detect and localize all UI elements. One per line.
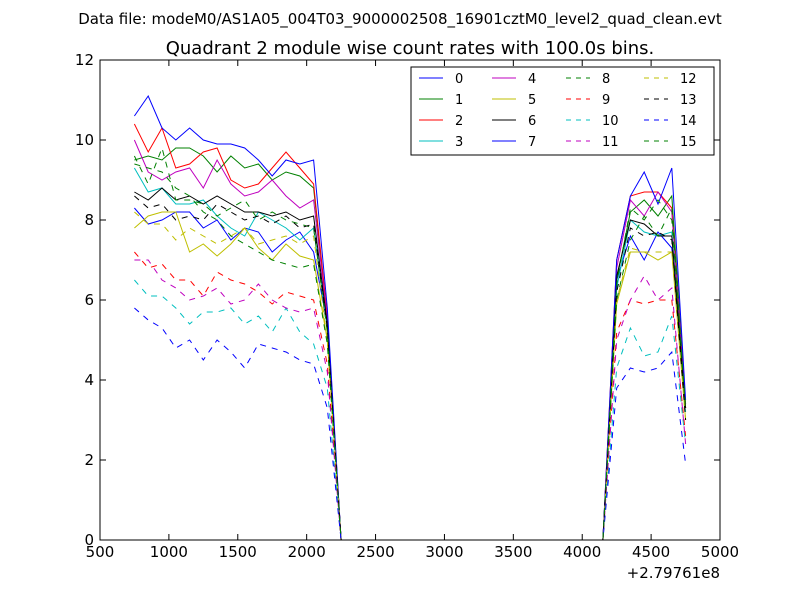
legend-label-13: 13: [680, 93, 697, 108]
series-line-7: [133, 94, 687, 541]
series-line-3: [133, 167, 687, 541]
legend-label-11: 11: [602, 135, 619, 150]
legend-label-0: 0: [455, 72, 463, 87]
y-tick-label: 0: [84, 531, 94, 549]
ticks-layer: 500 1000 1500 2000 2500 3000 3500 4000 4500 5000 0…: [75, 51, 739, 561]
data-file-label: Data file: modeM0/AS1A05_004T03_90000025…: [78, 10, 722, 29]
legend-label-4: 4: [528, 72, 536, 87]
x-tick-label: 500: [86, 543, 115, 561]
legend-label-14: 14: [680, 114, 697, 129]
series-line-6: [134, 187, 687, 541]
x-tick-label: 4000: [563, 543, 601, 561]
series-line-12: [134, 211, 687, 541]
y-tick-label: 8: [84, 211, 94, 229]
legend-label-7: 7: [528, 135, 536, 150]
y-tick-label: 10: [75, 131, 94, 149]
y-tick-label: 12: [75, 51, 94, 69]
legend-frame: [410, 66, 715, 156]
x-tick-label: 3000: [425, 543, 463, 561]
x-tick-label: 2000: [288, 543, 326, 561]
series-line-13: [134, 195, 687, 541]
series-line-2: [133, 123, 687, 541]
x-tick-label: 3500: [494, 543, 532, 561]
x-tick-label: 5000: [701, 543, 739, 561]
series-line-10: [134, 279, 687, 541]
legend-label-6: 6: [528, 114, 536, 129]
x-tick-label: 2500: [356, 543, 394, 561]
series-line-1: [134, 147, 687, 541]
y-tick-label: 4: [84, 371, 94, 389]
series-line-0: [134, 207, 687, 541]
y-tick-label: 2: [84, 451, 94, 469]
legend-label-15: 15: [680, 135, 697, 150]
series-line-8: [133, 146, 687, 541]
series-line-9: [134, 251, 687, 541]
x-tick-label: 1500: [219, 543, 257, 561]
series-line-5: [134, 211, 687, 541]
series-layer: [133, 94, 687, 541]
legend-label-9: 9: [602, 93, 610, 108]
legend-label-3: 3: [455, 135, 463, 150]
x-tick-label: 4500: [632, 543, 670, 561]
chart-title: Quadrant 2 module wise count rates with …: [166, 38, 655, 59]
series-line-11: [134, 259, 687, 541]
legend-label-12: 12: [680, 72, 697, 87]
legend-label-8: 8: [602, 72, 610, 87]
series-line-14: [134, 307, 687, 541]
legend-label-2: 2: [455, 114, 463, 129]
y-tick-label: 6: [84, 291, 94, 309]
legend-label-10: 10: [602, 114, 619, 129]
x-offset-label: +2.79761e8: [627, 564, 720, 582]
legend-label-5: 5: [528, 93, 536, 108]
legend-label-1: 1: [455, 93, 463, 108]
x-tick-label: 1000: [150, 543, 188, 561]
